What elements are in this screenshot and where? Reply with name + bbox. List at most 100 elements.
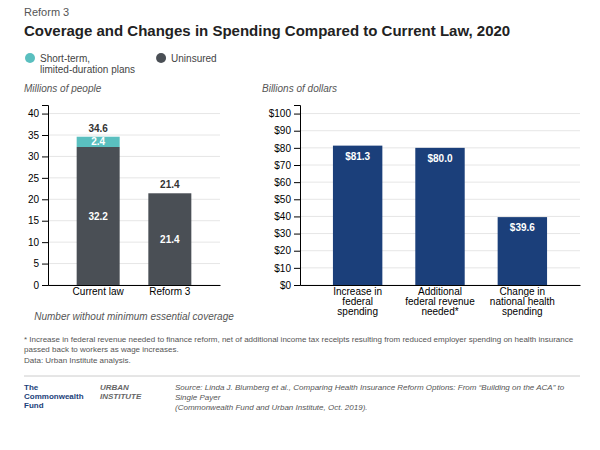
grid-line [48,199,220,200]
footnote: Data: Urban Institute analysis. [24,356,131,365]
tick-mark [294,199,300,200]
legend-item: Short-term,limited-duration plans [25,53,135,75]
tick-mark [294,148,300,149]
grid-line [48,263,220,264]
grid-line [300,130,580,131]
text-line: URBAN [100,383,129,392]
data-label: 2.4 [91,136,105,147]
tick: Change innational healthspending [490,286,555,317]
tick-mark [42,285,48,286]
text-line: needed* [421,306,458,317]
axis-title: Millions of people [24,83,102,94]
logo-text: TheCommonwealthFund [24,383,84,410]
tick-label: $0 [280,280,292,291]
tick: 30 [28,151,48,162]
text-line: Short-term, [40,53,90,64]
tick-mark [42,264,48,265]
text-line: (Commonwealth Fund and Urban Institute, … [175,403,368,412]
chart-container: Reform 3 Coverage and Changes in Spending… [0,0,600,450]
tick-label: Increase infederalspending [333,286,382,317]
tick: $80 [274,143,300,154]
y-axis: 0510152025303540 [28,106,49,291]
data-label: $80.0 [427,153,452,164]
tick-mark [294,165,300,166]
text-line: Fund [24,401,44,410]
text-line: Single Payer [175,393,221,402]
tick: Reform 3 [149,286,191,297]
grid-line [48,177,220,178]
text-line: Uninsured [171,53,217,64]
tick-mark [42,199,48,200]
grid-line [48,156,220,157]
text-line: Reform 3 [149,286,191,297]
chart-panel: $0$10$20$30$40$50$60$70$80$90$100Increas… [269,106,581,318]
data-label: $81.3 [345,151,370,162]
tick: $30 [274,228,300,239]
tick-label: $70 [274,160,291,171]
tick-label: 40 [28,108,40,119]
tick-mark [294,285,300,286]
axis-line [42,106,49,286]
legend-swatch [156,53,166,63]
tick: $40 [274,211,300,222]
tick-label: $40 [274,211,291,222]
tick-mark [42,114,48,115]
legend: Short-term,limited-duration plans Uninsur… [25,53,217,75]
total-label: 21.4 [160,179,180,190]
tick-mark [294,114,300,115]
tick-label: Change innational healthspending [490,286,555,317]
marks [77,137,192,285]
tick: 25 [28,173,48,184]
text-line: The [24,383,39,392]
text-line: spending [502,306,543,317]
tick: 15 [28,215,48,226]
grid-line [300,113,580,114]
tick-mark [294,268,300,269]
bar-segment [77,147,120,285]
tick: 0 [33,280,48,291]
tick-label: $80 [274,143,291,154]
divider [24,376,580,377]
total-label: 34.6 [88,123,108,134]
tick: Additionalfederal revenueneeded* [405,286,475,317]
y-axis: $0$10$20$30$40$50$60$70$80$90$100 [269,106,301,291]
data-label: $39.6 [510,222,535,233]
text-line: limited-duration plans [40,64,135,75]
tick: 35 [28,130,48,141]
subtitle: Reform 3 [24,6,69,18]
data-label: 32.2 [88,211,108,222]
tick-mark [294,216,300,217]
text-line: passed back to workers as wage increases… [24,345,179,354]
grid-line [48,242,220,243]
grid-line [48,113,220,114]
tick-mark [42,135,48,136]
tick-label: 25 [28,173,40,184]
bar [333,146,382,285]
tick-label: $30 [274,228,291,239]
text-line: * Increase in federal revenue needed to … [24,335,574,344]
tick: 5 [33,258,48,269]
tick-label: 15 [28,215,40,226]
bar-segment [148,193,191,285]
text-line: Commonwealth [24,392,84,401]
tick-label: 35 [28,130,40,141]
tick-label: $60 [274,177,291,188]
tick-label: $20 [274,245,291,256]
text-line: Current law [73,286,125,297]
tick: $100 [269,108,300,119]
tick-label: 30 [28,151,40,162]
title: Coverage and Changes in Spending Compare… [24,22,510,39]
tick-label: $50 [274,194,291,205]
tick: 40 [28,108,48,119]
text-line: INSTITUTE [100,392,142,401]
tick: 20 [28,194,48,205]
legend-item: Uninsured [156,53,217,64]
tick: Current law [73,286,125,297]
tick: $90 [274,125,300,136]
tick: $20 [274,245,300,256]
legend-swatch [25,53,35,63]
marks [333,146,547,285]
axis-title: Number without minimum essential coverag… [34,311,234,322]
chart-panel: 0510152025303540Current lawReform 332.22… [28,106,221,298]
text-line: Source: Linda J. Blumberg et al., Compar… [175,383,565,392]
